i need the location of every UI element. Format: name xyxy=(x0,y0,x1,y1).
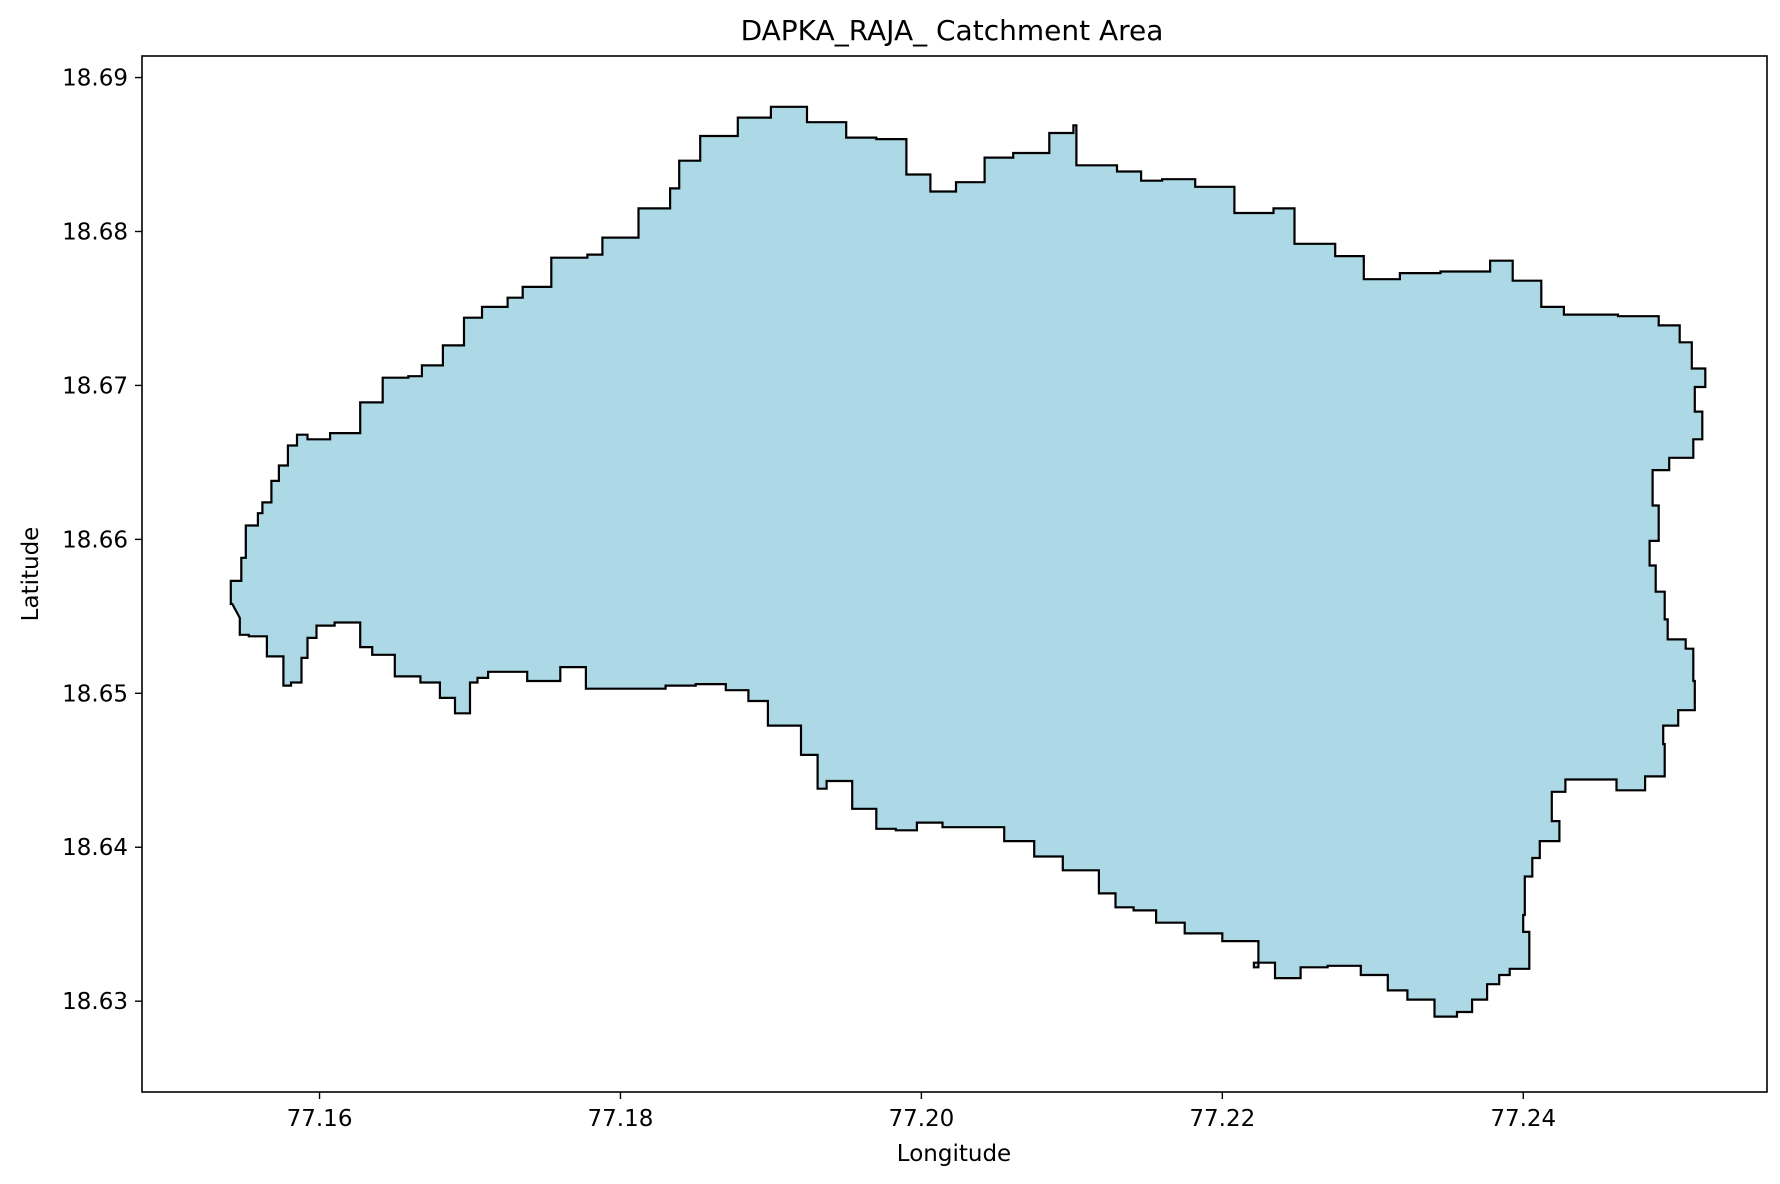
x-tick-label: 77.24 xyxy=(1490,1106,1556,1132)
y-tick-label: 18.68 xyxy=(62,219,128,245)
x-axis-label: Longitude xyxy=(897,1141,1011,1167)
y-axis-label: Latitude xyxy=(18,527,44,622)
plot-area xyxy=(141,55,1768,1093)
y-tick-label: 18.65 xyxy=(62,681,128,707)
y-tick-label: 18.63 xyxy=(62,989,128,1015)
x-tick-label: 77.16 xyxy=(287,1106,353,1132)
y-axis: 18.69 18.68 18.67 18.66 18.65 18.64 18.63 xyxy=(62,66,142,1015)
y-tick-label: 18.64 xyxy=(62,835,128,861)
catchment-polygon xyxy=(229,105,1707,1018)
x-tick-label: 77.18 xyxy=(588,1106,654,1132)
plot-frame xyxy=(141,55,1768,1093)
x-tick-label: 77.22 xyxy=(1189,1106,1255,1132)
y-tick-label: 18.66 xyxy=(62,527,128,553)
y-tick-label: 18.69 xyxy=(62,66,128,92)
x-tick-label: 77.20 xyxy=(888,1106,954,1132)
x-axis: 77.16 77.18 77.20 77.22 77.24 xyxy=(287,1092,1556,1132)
y-tick-label: 18.67 xyxy=(62,373,128,399)
chart-title: DAPKA_RAJA_ Catchment Area xyxy=(741,14,1164,47)
